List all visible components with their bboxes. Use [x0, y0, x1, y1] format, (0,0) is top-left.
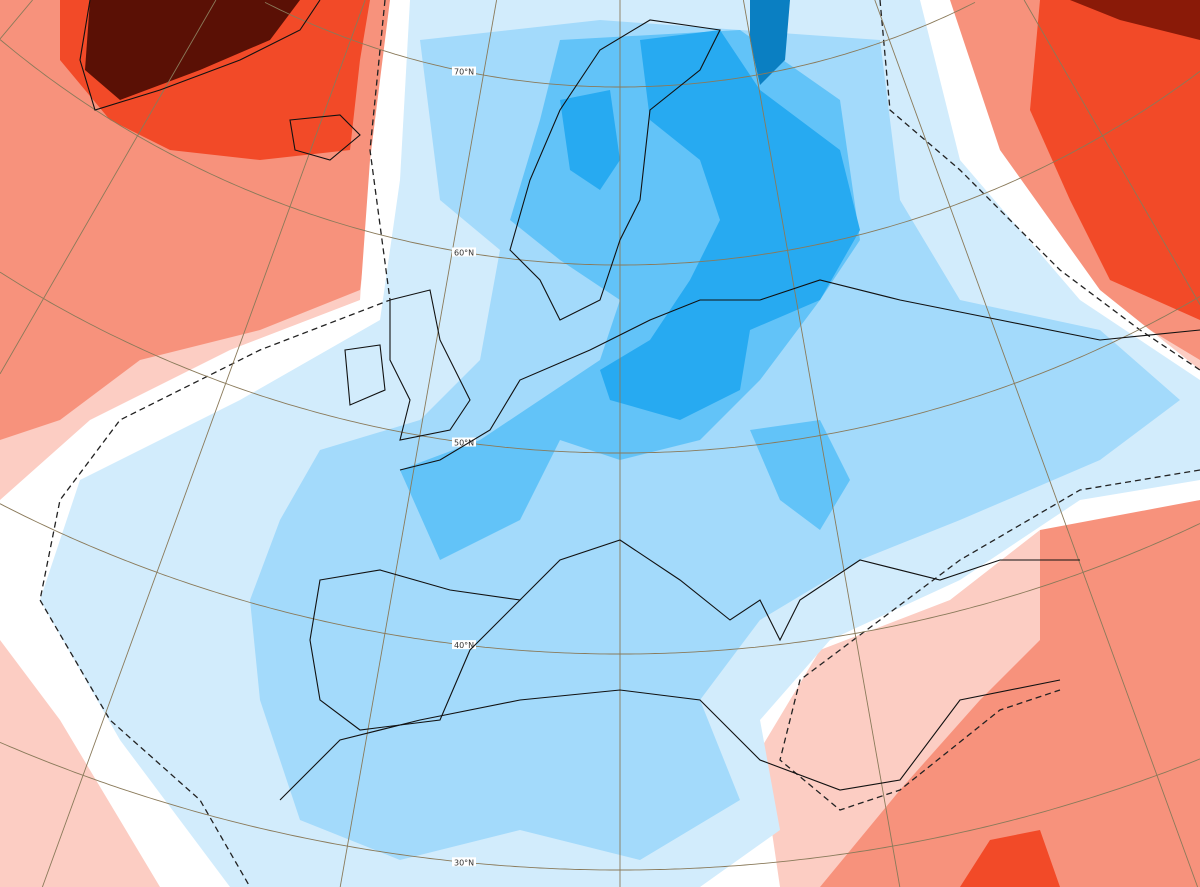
coastline-iceland	[289, 114, 361, 161]
meridian-line	[874, 0, 1199, 887]
latitude-label-bg	[452, 437, 476, 447]
latitude-label: 60°N	[454, 248, 474, 257]
cool-mid-region-2	[750, 420, 850, 530]
meridian-line	[0, 0, 33, 40]
meridian-line	[1023, 0, 1200, 305]
latitude-label-bg	[452, 247, 476, 257]
warm-strong-east	[1030, 0, 1200, 320]
coastline-ireland	[344, 344, 386, 406]
coastline-continent	[399, 279, 1200, 471]
warm-region-southeast	[820, 500, 1200, 887]
coastline-north-africa	[279, 679, 1061, 801]
coastline-greenland	[79, 0, 321, 111]
latitude-label-bg	[452, 640, 476, 650]
latitude-label-bg	[452, 857, 476, 867]
latitude-label: 70°N	[454, 68, 474, 77]
meridian-line	[742, 0, 901, 887]
coastlines	[79, 0, 1200, 801]
latitude-circle	[0, 741, 1200, 871]
latitude-labels: 70°N 60°N 50°N 40°N 30°N	[452, 66, 476, 867]
latitude-label: 50°N	[454, 439, 474, 448]
coastline-iberia	[309, 569, 522, 731]
cool-very-region	[750, 0, 790, 85]
meridian-line	[41, 0, 366, 887]
latitude-circle	[0, 271, 1200, 454]
latitude-circle	[0, 503, 1200, 655]
meridian-line	[339, 0, 498, 887]
very-warm-greenland	[85, 0, 300, 100]
very-warm-east	[1070, 0, 1200, 40]
coastline-scandinavia	[509, 19, 721, 321]
latitude-label-bg	[452, 66, 476, 76]
coastline-britain	[389, 289, 471, 441]
zero-contour-east	[879, 0, 1200, 371]
meridian-line	[0, 0, 217, 375]
warm-strong-southeast	[960, 830, 1060, 887]
cool-strong-scandinavia	[560, 90, 620, 190]
zero-contour-south	[779, 469, 1200, 811]
cool-region	[250, 20, 1180, 860]
coastline-mediterranean	[519, 539, 1080, 642]
latitude-circle	[0, 39, 1200, 266]
latitude-label: 30°N	[454, 858, 474, 867]
latitude-label: 40°N	[454, 641, 474, 650]
cool-strong-region	[600, 30, 860, 420]
